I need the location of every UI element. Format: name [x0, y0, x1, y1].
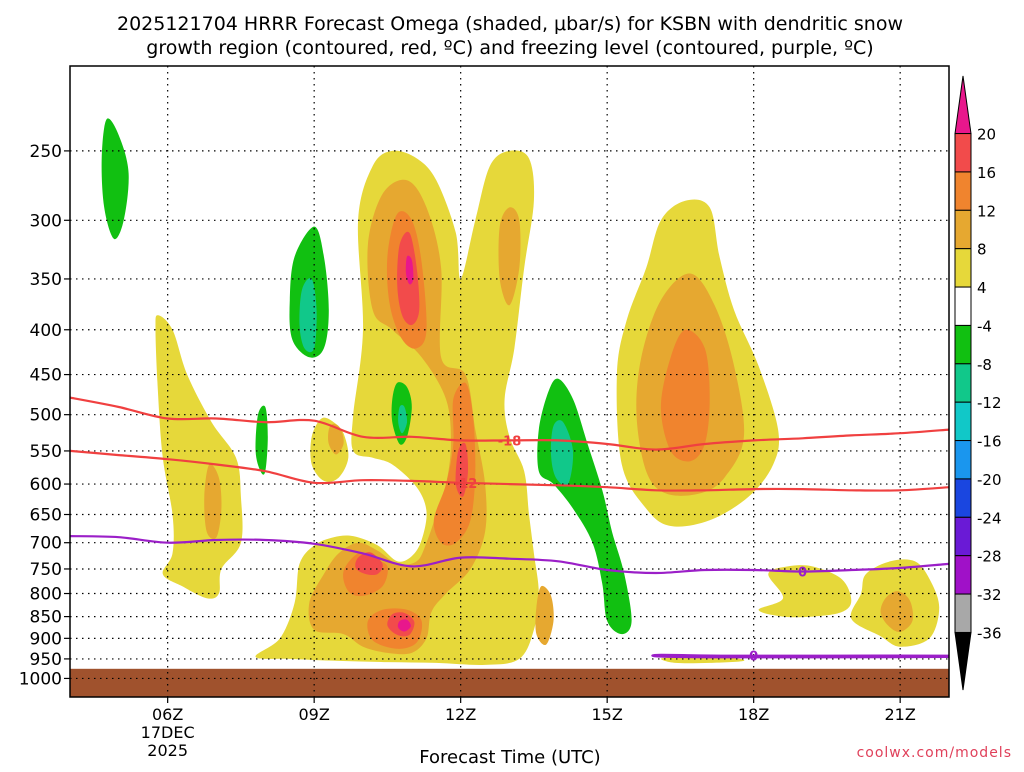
x-tick-label-06Z: 06Z [152, 705, 183, 724]
x-tick-label-18Z: 18Z [738, 705, 769, 724]
colorbar-label-2: 12 [977, 202, 996, 220]
y-tick-label-350: 350 [30, 270, 62, 290]
dgz-contour-line-0 [70, 396, 949, 451]
omega-region-10 [535, 585, 554, 646]
watermark: coolwx.com/models [857, 745, 1012, 761]
dgz-contour-line-1 [70, 449, 949, 492]
omega-region-2 [155, 315, 243, 599]
colorbar-label-10: -24 [977, 509, 1002, 527]
colorbar-label-5: -4 [977, 317, 992, 335]
plot-frame [69, 65, 950, 698]
y-tick-label-800: 800 [30, 585, 62, 605]
colorbar-label-8: -16 [977, 433, 1002, 451]
x-axis-label: Forecast Time (UTC) [419, 747, 600, 768]
ground-layer [70, 668, 949, 697]
freezing-contour-label-0: 0 [798, 565, 807, 580]
colorbar-label-6: -8 [977, 356, 992, 374]
colorbar-bin-9 [954, 440, 972, 480]
y-tick-label-1000: 1000 [19, 669, 62, 689]
x-tick-label-12Z: 12Z [445, 705, 476, 724]
ground-surface [70, 668, 949, 697]
colorbar-label-12: -32 [977, 586, 1002, 604]
freezing-contour-line-0 [70, 535, 949, 575]
x-tick-year: 2025 [147, 741, 188, 760]
colorbar-label-3: 8 [977, 241, 987, 259]
colorbar-bin-5 [954, 286, 972, 326]
colorbar-bin-13 [954, 593, 972, 633]
dgz-contour-label-0: -18 [498, 434, 522, 449]
y-tick-label-750: 750 [30, 560, 62, 580]
omega-region-5 [758, 565, 852, 618]
colorbar-bin-12 [954, 555, 972, 595]
omega-region-25 [101, 118, 129, 240]
freezing-contour-label-1: 0 [749, 650, 758, 665]
y-tick-label-250: 250 [30, 142, 62, 162]
colorbar-bin-10 [954, 478, 972, 518]
x-tick-label-09Z: 09Z [299, 705, 330, 724]
omega-shading-layer [101, 118, 940, 666]
y-axis: 2503003504004505005506006507007508008509… [19, 142, 70, 689]
colorbar-label-7: -12 [977, 394, 1002, 412]
omega-region-8 [498, 207, 521, 306]
omega-region-30 [299, 277, 317, 353]
colorbar-bin-14 [954, 631, 972, 691]
colorbar-bin-11 [954, 516, 972, 557]
contour-layer: -18 -12 0 0 [70, 396, 949, 665]
omega-region-23 [405, 255, 414, 285]
omega-region-17 [433, 382, 476, 546]
colorbar-bin-7 [954, 363, 972, 403]
colorbar-label-13: -36 [977, 624, 1002, 642]
omega-region-9 [204, 463, 222, 540]
y-tick-label-450: 450 [30, 366, 62, 386]
omega-region-24 [397, 619, 411, 632]
y-tick-label-400: 400 [30, 321, 62, 341]
freezing-contour-line-1 [651, 653, 949, 659]
colorbar-bin-8 [954, 401, 972, 442]
y-tick-label-500: 500 [30, 406, 62, 426]
x-tick-date: 17DEC [141, 723, 195, 742]
chart-title-line2: growth region (contoured, red, ºC) and f… [146, 37, 873, 59]
omega-region-31 [398, 405, 408, 434]
colorbar-label-4: 4 [977, 279, 987, 297]
colorbar-bin-4 [954, 248, 972, 288]
colorbar-label-11: -28 [977, 548, 1002, 566]
chart-title-line1: 2025121704 HRRR Forecast Omega (shaded, … [117, 13, 903, 35]
dgz-contour-label-1: -12 [454, 477, 478, 492]
y-tick-label-900: 900 [30, 629, 62, 649]
colorbar: 20 16 12 8 4 -4 -8 -12 -16 -20 -24 -28 -32 -36 [954, 75, 1002, 691]
y-tick-label-850: 850 [30, 608, 62, 628]
y-tick-label-300: 300 [30, 211, 62, 231]
plot-area: -18 -12 0 0 [70, 66, 949, 697]
colorbar-bin-3 [954, 209, 972, 250]
omega-region-18 [660, 329, 710, 462]
y-tick-label-600: 600 [30, 475, 62, 495]
x-tick-label-21Z: 21Z [885, 705, 916, 724]
omega-region-13 [880, 591, 914, 633]
colorbar-bin-2 [954, 171, 972, 211]
omega-region-12 [328, 423, 344, 455]
colorbar-label-1: 16 [977, 164, 996, 182]
y-tick-label-950: 950 [30, 650, 62, 670]
y-tick-label-700: 700 [30, 534, 62, 554]
y-tick-label-650: 650 [30, 506, 62, 526]
colorbar-bin-0 [954, 75, 972, 135]
colorbar-bin-1 [954, 133, 972, 173]
omega-region-32 [550, 420, 574, 486]
colorbar-label-0: 20 [977, 126, 996, 144]
x-tick-label-15Z: 15Z [592, 705, 623, 724]
grid-layer [70, 66, 949, 697]
colorbar-bin-6 [954, 324, 972, 365]
colorbar-label-9: -20 [977, 471, 1002, 489]
y-tick-label-550: 550 [30, 442, 62, 462]
